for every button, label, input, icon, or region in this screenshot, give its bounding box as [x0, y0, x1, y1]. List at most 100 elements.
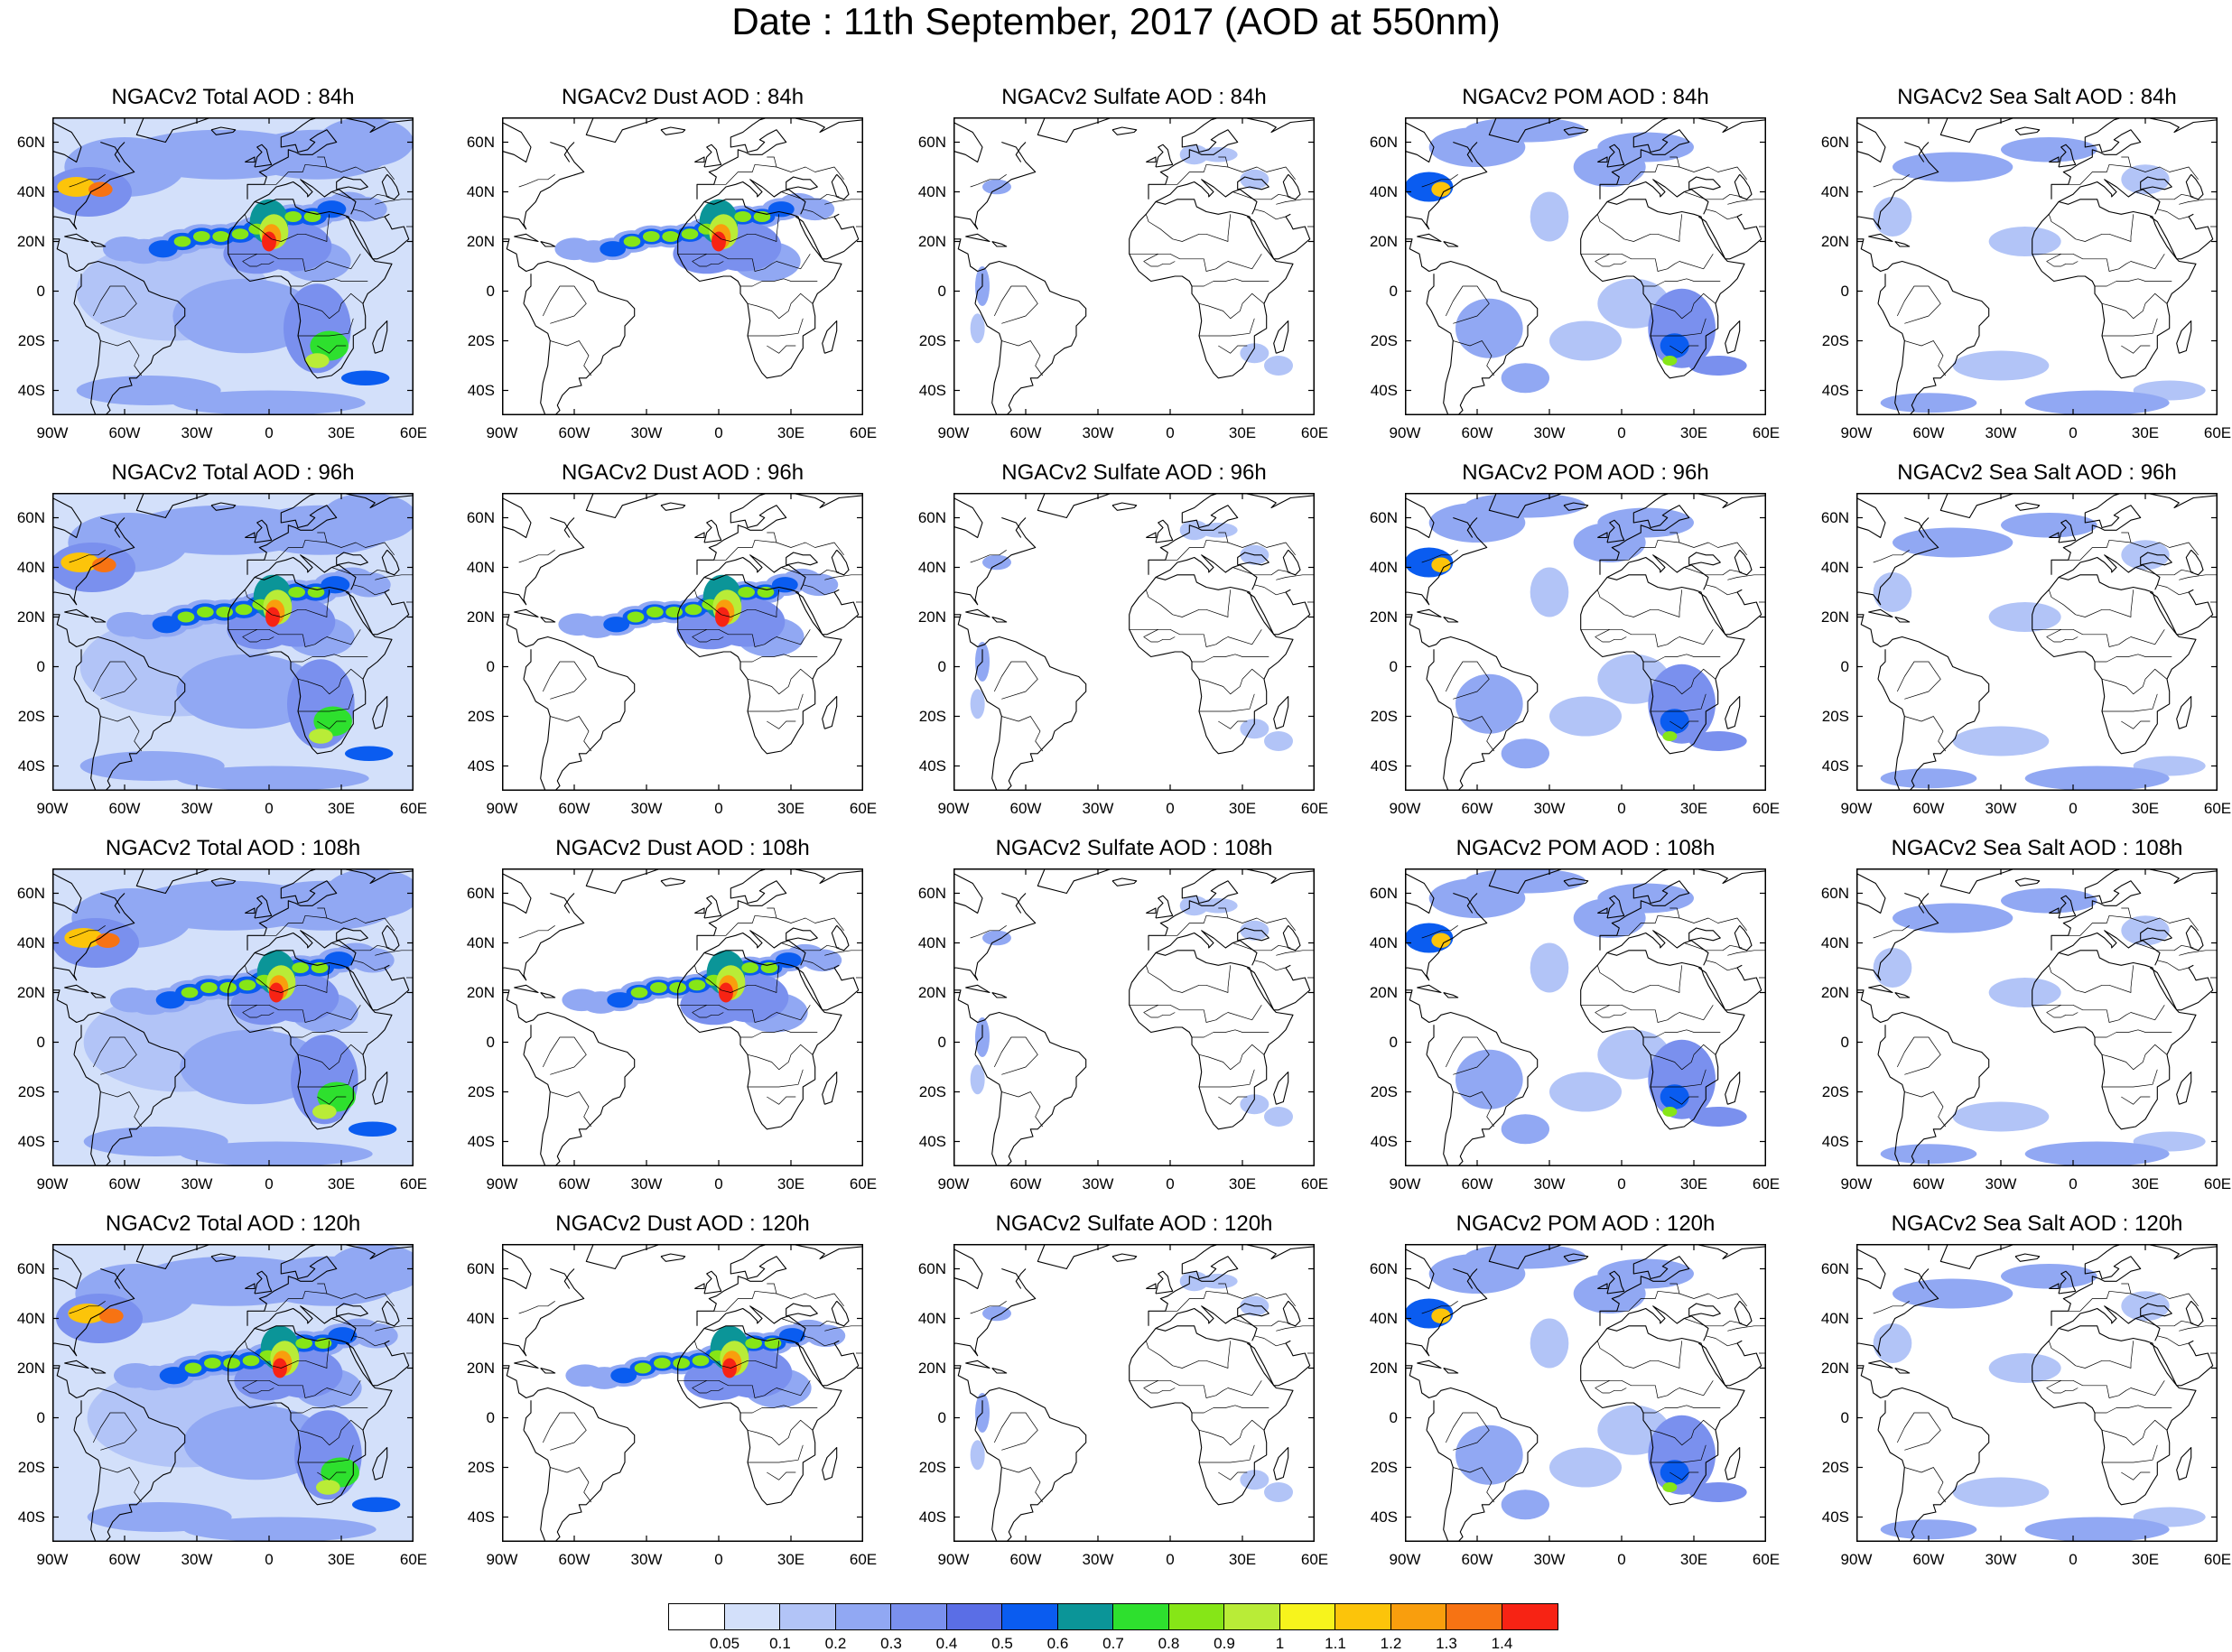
- lat-tick-label: 40N: [1820, 1309, 1849, 1327]
- lat-tick-label: 60N: [466, 884, 495, 902]
- coastline: [1606, 144, 1625, 168]
- country-border: [993, 1412, 1038, 1451]
- country-border: [1276, 574, 1315, 603]
- lon-tick-label: 0: [1617, 800, 1626, 817]
- aod-contour: [219, 981, 237, 994]
- country-border: [326, 166, 395, 181]
- coastline: [1155, 144, 1174, 168]
- map-frame: [52, 117, 414, 415]
- coastline: [953, 497, 983, 539]
- country-border: [2101, 1419, 2168, 1446]
- country-border: [69, 174, 106, 188]
- coastline: [965, 1360, 990, 1369]
- coastline: [1856, 873, 1886, 914]
- lat-tick-label: 60N: [466, 508, 495, 526]
- aod-contour: [1501, 363, 1549, 394]
- lon-tick-label: 30W: [181, 800, 213, 817]
- coastline: [1111, 502, 1138, 511]
- country-border: [244, 214, 330, 242]
- aod-contour: [1662, 1482, 1678, 1492]
- coastline: [965, 608, 990, 618]
- coastline: [1894, 991, 1911, 998]
- map-background: [953, 1244, 1315, 1542]
- coastline: [254, 1270, 273, 1295]
- coastline: [1606, 554, 1709, 590]
- lon-tick-label: 60E: [2203, 424, 2232, 441]
- country-border: [1254, 1335, 1291, 1351]
- aod-contour: [349, 1121, 397, 1137]
- coastline: [991, 240, 1008, 247]
- lat-tick-label: 60N: [1820, 1259, 1849, 1277]
- lat-tick-label: 40N: [1369, 558, 1398, 576]
- coastline: [1725, 695, 1741, 729]
- coastline: [345, 1340, 410, 1387]
- country-border: [264, 532, 328, 561]
- aod-contour: [634, 1362, 652, 1374]
- coastline: [1155, 179, 1258, 215]
- country-border: [2121, 1471, 2151, 1480]
- country-border: [781, 191, 840, 200]
- lon-tick-label: 30E: [2131, 1175, 2160, 1193]
- coastline: [502, 516, 636, 791]
- coastline: [1599, 493, 1766, 575]
- aod-contour: [1431, 557, 1451, 572]
- aod-contour: [2024, 390, 2170, 415]
- lat-tick-label: 40N: [466, 182, 495, 200]
- country-border: [353, 584, 390, 600]
- country-border: [1165, 1283, 1229, 1312]
- country-border: [2157, 584, 2194, 600]
- coastline: [381, 924, 400, 951]
- coastline: [563, 893, 575, 914]
- colorbar-swatch: [1168, 1604, 1224, 1629]
- aod-contour: [623, 236, 641, 247]
- coastline: [254, 519, 273, 543]
- coastline: [1688, 1303, 1721, 1317]
- country-border: [993, 1036, 1038, 1075]
- coastline: [135, 117, 212, 144]
- country-border: [747, 668, 814, 695]
- country-border: [713, 532, 777, 561]
- lon-tick-label: 30W: [181, 1175, 213, 1193]
- lon-tick-label: 0: [2069, 800, 2078, 817]
- country-border: [1679, 542, 1747, 556]
- coastline: [502, 1267, 636, 1542]
- coastline: [73, 1025, 82, 1055]
- lon-tick-label: 30E: [777, 1175, 805, 1193]
- aod-contour: [650, 981, 667, 994]
- lat-tick-label: 0: [36, 1033, 45, 1051]
- country-border: [244, 965, 330, 993]
- aod-contour: [646, 606, 664, 618]
- lat-tick-label: 60N: [16, 884, 45, 902]
- country-border: [1232, 1318, 1291, 1327]
- coastline: [1405, 497, 1435, 539]
- lon-tick-label: 30E: [1679, 1551, 1708, 1568]
- coastline: [822, 695, 838, 729]
- lat-tick-label: 20N: [466, 983, 495, 1001]
- map-background: [953, 117, 1315, 415]
- coastline: [694, 1283, 705, 1290]
- country-border: [740, 654, 818, 663]
- aod-contour: [269, 982, 284, 1003]
- coastline: [2032, 199, 2197, 379]
- lat-tick-label: 40S: [1821, 1508, 1849, 1526]
- coastline: [1466, 1268, 1478, 1289]
- lat-tick-label: 40S: [1370, 1132, 1398, 1150]
- aod-map-dust-108h: [502, 868, 863, 1166]
- aod-contour: [176, 654, 321, 729]
- coastline: [228, 950, 393, 1130]
- lon-tick-label: 0: [714, 424, 723, 441]
- coastline: [1697, 964, 1762, 1011]
- country-border: [1896, 1036, 1941, 1075]
- lon-tick-label: 90W: [486, 1551, 518, 1568]
- aod-contour: [317, 200, 347, 218]
- colorbar-swatch: [1002, 1604, 1058, 1629]
- colorbar-label: 1.4: [1491, 1635, 1513, 1652]
- country-border: [550, 1467, 591, 1503]
- lon-tick-label: 30E: [327, 800, 356, 817]
- country-border: [1643, 278, 1721, 287]
- lon-tick-label: 30E: [777, 800, 805, 817]
- country-border: [1650, 1419, 1716, 1446]
- lat-tick-label: 0: [1389, 657, 1398, 675]
- coastline: [1273, 695, 1289, 729]
